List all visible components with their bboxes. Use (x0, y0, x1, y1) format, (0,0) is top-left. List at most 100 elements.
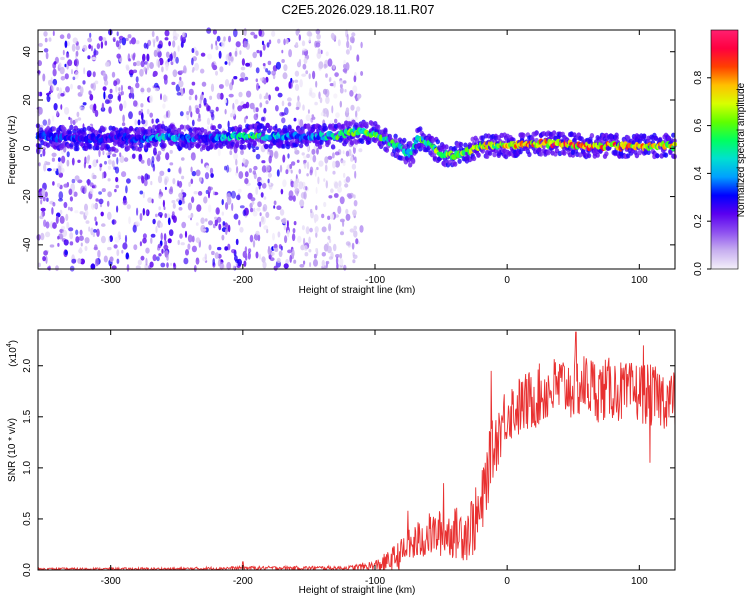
spectrogram-noise-cell (263, 196, 267, 200)
snr-frame (37, 329, 676, 571)
spectrogram-noise-cell (249, 202, 253, 209)
spectrogram-noise-cell (261, 182, 267, 189)
spectrogram-noise-cell (332, 243, 337, 252)
spectrogram-noise-cell (344, 89, 347, 93)
spectrogram-noise-cell (66, 221, 70, 230)
spectrogram-noise-cell (90, 263, 96, 270)
spectrogram-halo-cell (393, 133, 398, 139)
spectrogram-noise-cell (253, 34, 258, 39)
spectrogram-halo-cell (256, 128, 262, 134)
spectrogram-noise-cell (310, 92, 316, 99)
spectrogram-noise-cell (112, 219, 115, 225)
spectrogram-noise-cell (345, 241, 351, 246)
spectrogram-noise-cell (125, 37, 129, 42)
spectrogram-noise-cell (89, 188, 94, 195)
spectrogram-noise-cell (291, 80, 295, 84)
spectrogram-noise-cell (163, 233, 167, 242)
spectrogram-noise-cell (210, 43, 213, 50)
spectrogram-noise-cell (45, 221, 50, 229)
spectrogram-noise-cell (339, 87, 344, 94)
spectrogram-noise-cell (48, 37, 52, 42)
spectrogram-halo-cell (75, 146, 80, 152)
spectrogram-noise-cell (277, 231, 281, 238)
spectrogram-halo-cell (317, 144, 323, 150)
spectrogram-noise-cell (142, 233, 147, 239)
spectrogram-noise-cell (235, 262, 238, 267)
spectrogram-noise-cell (140, 255, 145, 261)
spectrogram-noise-cell (153, 39, 156, 48)
spectrogram-noise-cell (315, 42, 321, 48)
spectrogram-halo-cell (554, 148, 560, 154)
spectrogram-noise-cell (239, 205, 245, 209)
spectrogram-noise-cell (107, 236, 111, 243)
spectrogram-noise-cell (94, 258, 99, 267)
colorbar-tick-label: 0.2 (693, 214, 704, 228)
spectrogram-noise-cell (163, 206, 166, 210)
spectrogram-noise-cell (177, 239, 180, 246)
spectrogram-noise-cell (235, 238, 239, 246)
spectrogram-noise-cell (321, 259, 325, 267)
spectrogram-noise-cell (282, 179, 287, 188)
spectrogram-y-tick-label: -40 (22, 237, 33, 252)
spectrogram-noise-cell (77, 85, 82, 90)
spectrogram-noise-cell (231, 78, 234, 86)
spectrogram-noise-cell (329, 213, 335, 220)
spectrogram-noise-cell (198, 103, 202, 109)
spectrogram-noise-cell (268, 39, 272, 45)
spectrogram-noise-cell (51, 157, 56, 162)
spectrogram-noise-cell (169, 53, 173, 62)
spectrogram-noise-cell (101, 188, 106, 193)
spectrogram-halo-cell (476, 152, 481, 158)
spectrogram-noise-cell (265, 164, 270, 172)
spectrogram-noise-cell (104, 79, 109, 86)
spectrogram-noise-cell (91, 56, 97, 61)
spectrogram-noise-cell (95, 221, 98, 226)
spectrogram-noise-cell (170, 61, 174, 66)
spectrogram-noise-cell (38, 162, 41, 167)
spectrogram-halo-cell (453, 161, 458, 167)
spectrogram-noise-cell (275, 216, 281, 221)
spectrogram-noise-cell (339, 253, 343, 259)
spectrogram-noise-cell (49, 244, 55, 248)
spectrogram-halo-cell (268, 125, 273, 131)
spectrogram-noise-cell (328, 78, 331, 83)
spectrogram-noise-cell (165, 51, 170, 58)
spectrogram-halo-cell (281, 143, 286, 149)
spectrogram-halo-cell (252, 141, 257, 147)
spectrogram-noise-cell (171, 200, 176, 204)
snr-y-ticks: 0.0 0.5 1.0 1.5 2.0 (22, 358, 675, 577)
snr-y-label: SNR (10 * v/v) (7, 418, 18, 482)
snr-y-tick-label: 0.5 (22, 512, 33, 526)
spectrogram-noise-cell (296, 159, 300, 163)
spectrogram-noise-cell (84, 203, 88, 212)
spectrogram-noise-cell (261, 216, 264, 223)
spectrogram-halo-cell (537, 147, 542, 153)
spectrogram-noise-cell (45, 52, 49, 60)
spectrogram-noise-cell (162, 94, 167, 103)
spectrogram-noise-cell (350, 156, 354, 162)
spectrogram-noise-cell (239, 226, 244, 233)
spectrogram-halo-cell (88, 143, 93, 149)
spectrogram-noise-cell (88, 44, 92, 50)
spectrogram-halo-cell (341, 123, 346, 129)
snr-y-tick-label: 1.5 (22, 409, 33, 423)
spectrogram-noise-cell (141, 119, 146, 125)
spectrogram-noise-cell (70, 83, 73, 90)
spectrogram-halo-cell (95, 145, 100, 151)
spectrogram-noise-cell (191, 81, 196, 86)
spectrogram-noise-cell (69, 241, 74, 246)
spectrogram-noise-cell (332, 152, 335, 159)
spectrogram-noise-cell (261, 165, 267, 173)
spectrogram-noise-cell (84, 156, 87, 165)
spectrogram-noise-cell (61, 226, 66, 230)
spectrogram-noise-cell (149, 95, 154, 103)
snr-x-tick-label: -200 (233, 576, 253, 587)
spectrogram-noise-cell (129, 73, 133, 78)
spectrogram-noise-cell (298, 181, 304, 190)
spectrogram-noise-cell (167, 168, 171, 173)
spectrogram-halo-cell (538, 151, 544, 157)
spectrogram-noise-cell (104, 160, 107, 165)
colorbar-tick-label: 0.6 (693, 118, 704, 132)
spectrogram-noise-cell (303, 155, 307, 159)
spectrogram-noise-cell (203, 97, 207, 106)
